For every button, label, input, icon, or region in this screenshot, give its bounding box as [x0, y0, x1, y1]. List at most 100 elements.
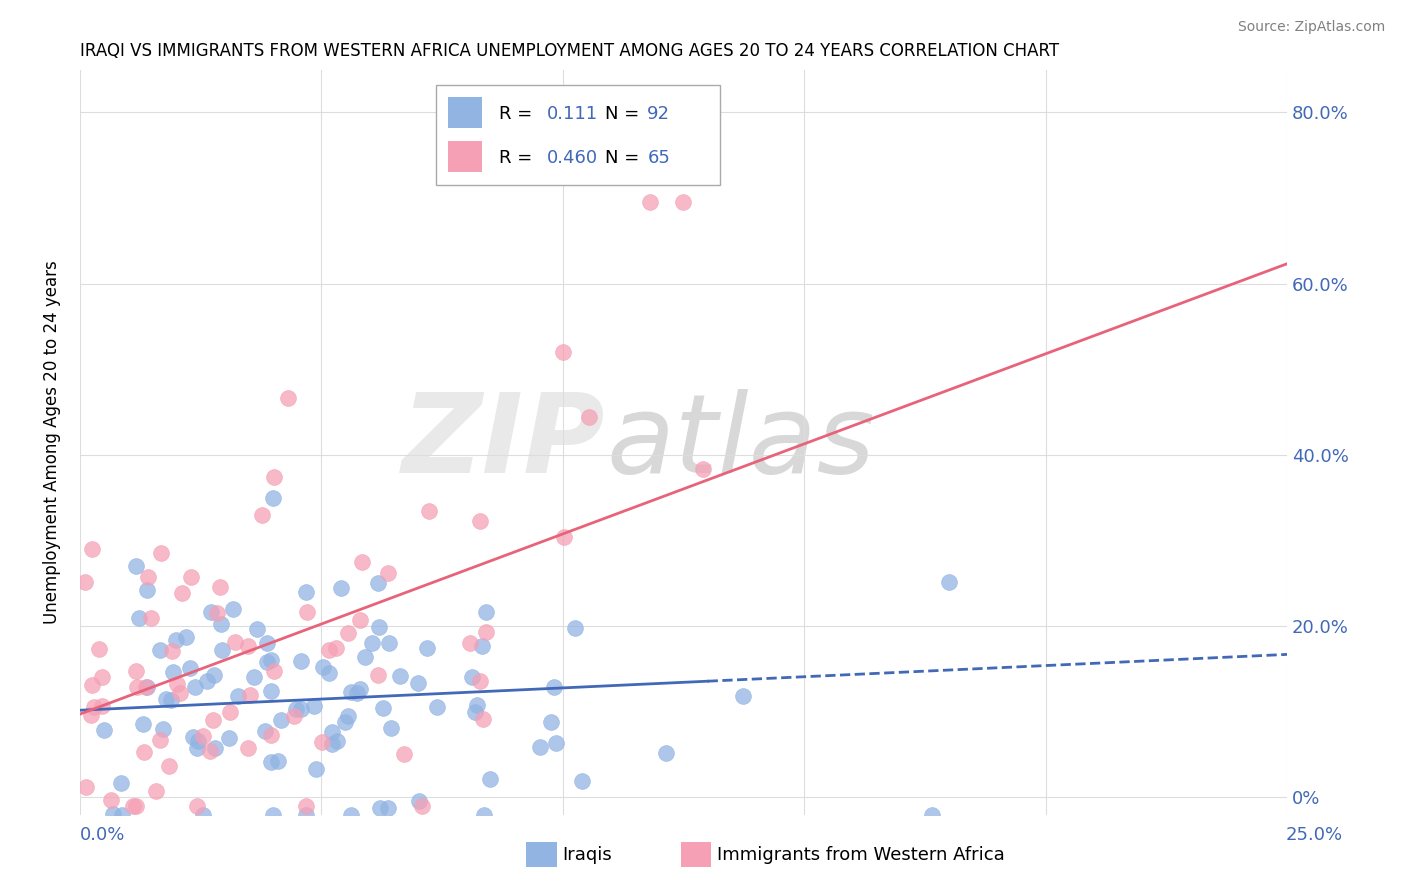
- Point: [170, 586, 193, 600]
- Point: [571, 774, 593, 789]
- Point: [638, 195, 661, 210]
- Point: [186, 799, 208, 814]
- Text: N =: N =: [605, 149, 640, 167]
- Point: [110, 776, 132, 790]
- Point: [224, 634, 246, 648]
- Point: [180, 570, 202, 584]
- Point: [219, 706, 242, 720]
- Point: [479, 772, 502, 786]
- Point: [377, 636, 399, 650]
- Point: [472, 712, 495, 726]
- Point: [198, 744, 221, 758]
- Point: [321, 737, 343, 751]
- Point: [236, 740, 259, 755]
- Point: [187, 734, 209, 748]
- Point: [475, 605, 498, 619]
- Text: 65: 65: [647, 149, 671, 167]
- Point: [277, 391, 299, 405]
- Point: [90, 699, 112, 714]
- Point: [731, 689, 754, 703]
- Point: [564, 621, 586, 635]
- Point: [551, 345, 574, 359]
- Point: [256, 656, 278, 670]
- Text: 0.111: 0.111: [547, 104, 598, 123]
- Point: [169, 686, 191, 700]
- Text: Iraqis: Iraqis: [562, 846, 612, 863]
- Point: [200, 606, 222, 620]
- Point: [367, 668, 389, 682]
- Point: [128, 610, 150, 624]
- Text: IRAQI VS IMMIGRANTS FROM WESTERN AFRICA UNEMPLOYMENT AMONG AGES 20 TO 24 YEARS C: IRAQI VS IMMIGRANTS FROM WESTERN AFRICA …: [80, 42, 1059, 60]
- Point: [256, 635, 278, 649]
- Point: [82, 541, 104, 556]
- Text: 0.0%: 0.0%: [80, 826, 125, 844]
- Text: ZIP: ZIP: [402, 389, 605, 496]
- Point: [321, 725, 343, 739]
- Point: [239, 688, 262, 702]
- Point: [377, 801, 399, 815]
- Point: [222, 602, 245, 616]
- Point: [162, 665, 184, 679]
- Text: 92: 92: [647, 104, 671, 123]
- Point: [83, 699, 105, 714]
- Text: 0.460: 0.460: [547, 149, 598, 167]
- Point: [349, 613, 371, 627]
- Point: [149, 546, 172, 560]
- Point: [202, 668, 225, 682]
- Point: [346, 686, 368, 700]
- Point: [132, 745, 155, 759]
- Point: [921, 807, 943, 822]
- Point: [529, 740, 551, 755]
- Point: [149, 642, 172, 657]
- Point: [692, 462, 714, 476]
- Point: [262, 807, 284, 822]
- Point: [305, 762, 328, 776]
- Point: [73, 574, 96, 589]
- Point: [367, 620, 389, 634]
- Point: [263, 664, 285, 678]
- Point: [330, 581, 353, 595]
- Point: [181, 730, 204, 744]
- Point: [349, 682, 371, 697]
- Point: [135, 583, 157, 598]
- Point: [125, 680, 148, 694]
- Text: Source: ZipAtlas.com: Source: ZipAtlas.com: [1237, 20, 1385, 34]
- Point: [184, 680, 207, 694]
- Point: [246, 622, 269, 636]
- Point: [380, 721, 402, 735]
- Point: [152, 722, 174, 736]
- Point: [295, 799, 318, 814]
- Point: [138, 570, 160, 584]
- Point: [370, 801, 392, 815]
- Y-axis label: Unemployment Among Ages 20 to 24 years: Unemployment Among Ages 20 to 24 years: [44, 260, 60, 624]
- Point: [259, 755, 281, 769]
- Point: [111, 807, 134, 822]
- Point: [371, 701, 394, 715]
- Point: [326, 734, 349, 748]
- Point: [377, 566, 399, 580]
- Bar: [449, 141, 482, 172]
- Point: [304, 699, 326, 714]
- Point: [468, 514, 491, 528]
- Point: [367, 575, 389, 590]
- Point: [458, 635, 481, 649]
- Point: [166, 677, 188, 691]
- Point: [125, 559, 148, 574]
- Point: [408, 794, 430, 808]
- Point: [553, 530, 575, 544]
- Point: [191, 807, 214, 822]
- Point: [80, 707, 103, 722]
- Point: [360, 636, 382, 650]
- Point: [174, 630, 197, 644]
- Text: R =: R =: [499, 149, 537, 167]
- Point: [226, 689, 249, 703]
- Point: [540, 715, 562, 730]
- Point: [201, 713, 224, 727]
- Point: [392, 747, 415, 761]
- Point: [340, 807, 363, 822]
- Point: [938, 574, 960, 589]
- Point: [543, 680, 565, 694]
- Point: [263, 469, 285, 483]
- Point: [337, 709, 360, 723]
- Point: [544, 736, 567, 750]
